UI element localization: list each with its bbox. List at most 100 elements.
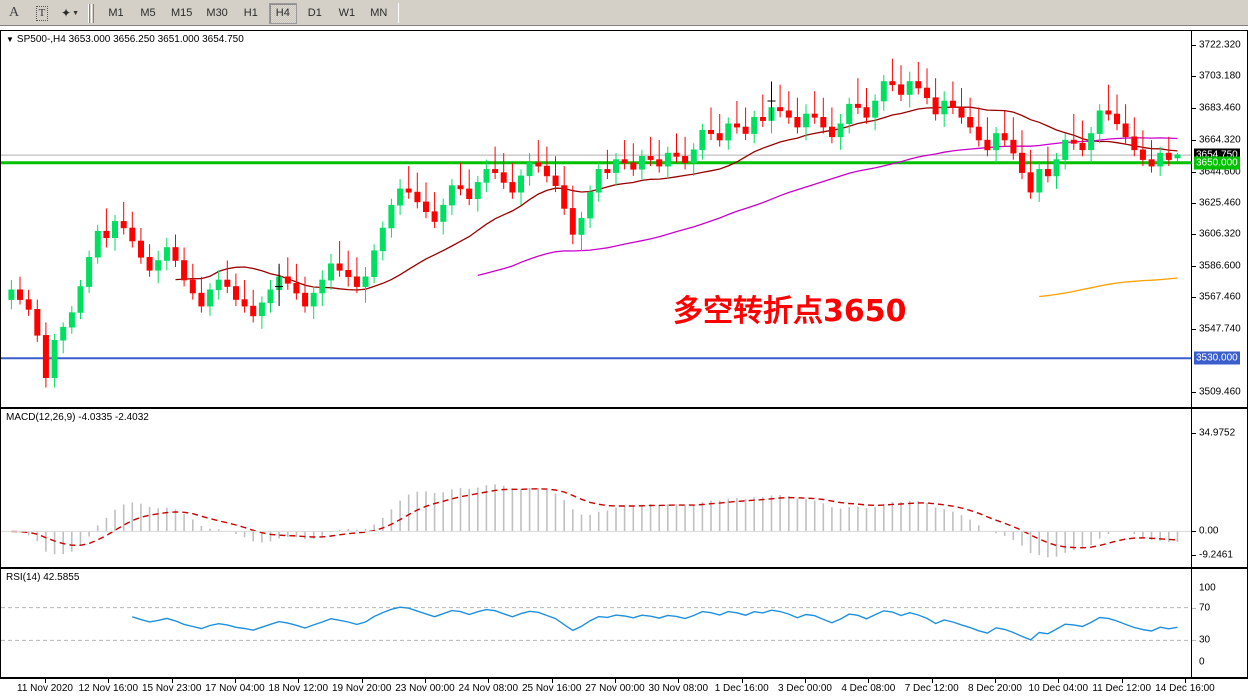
time-axis-tick bbox=[995, 679, 996, 683]
page-title: SP500-,H4 3653.000 3656.250 3651.000 365… bbox=[16, 34, 244, 45]
rsi-plot-area[interactable] bbox=[1, 569, 1191, 677]
time-axis-tick bbox=[615, 679, 616, 683]
time-axis-label: 23 Nov 00:00 bbox=[395, 683, 455, 694]
rsi-axis-label: 100 bbox=[1199, 582, 1216, 594]
template-icon[interactable]: ✦ ▼ bbox=[57, 2, 83, 25]
time-axis-label: 14 Dec 16:00 bbox=[1155, 683, 1215, 694]
time-axis-label: 18 Nov 12:00 bbox=[268, 683, 329, 694]
price-axis-label: 3664.320 bbox=[1199, 134, 1241, 145]
price-axis-tick bbox=[1192, 266, 1196, 267]
price-axis-tick bbox=[1192, 76, 1196, 78]
macd-axis-tick bbox=[1192, 531, 1196, 533]
price-axis-label: 3683.460 bbox=[1199, 102, 1241, 114]
time-axis-label: 17 Nov 04:00 bbox=[205, 683, 265, 694]
toolbar-drag-handle[interactable] bbox=[88, 3, 95, 23]
rsi-axis-label: 0 bbox=[1199, 656, 1205, 668]
timeframe-w1[interactable]: W1 bbox=[338, 7, 356, 19]
price-axis-label: 3509.460 bbox=[1199, 386, 1241, 398]
time-axis-label: 1 Dec 16:00 bbox=[714, 683, 769, 694]
rsi-title: RSI(14) 42.5855 bbox=[6, 572, 80, 583]
price-axis-tick bbox=[1192, 297, 1196, 299]
time-axis-tick bbox=[45, 679, 46, 683]
time-axis-label: 24 Nov 08:00 bbox=[458, 683, 519, 694]
price-axis-tick bbox=[1192, 139, 1196, 141]
blue-level-tag: 3530.000 bbox=[1194, 351, 1240, 365]
macd-plot-area[interactable] bbox=[1, 409, 1191, 567]
macd-panel[interactable]: MACD(12,26,9) -4.0335 -2.4032 34.9752 0.0… bbox=[0, 408, 1248, 568]
time-axis-label: 10 Dec 04:00 bbox=[1028, 683, 1089, 694]
rsi-panel[interactable]: RSI(14) 42.5855 100 70 30 0 bbox=[0, 568, 1248, 678]
time-axis-label: 30 Nov 08:00 bbox=[648, 683, 709, 694]
timeframe-d1[interactable]: D1 bbox=[307, 7, 322, 19]
template-glyph: ✦ bbox=[61, 6, 72, 20]
price-axis-label: 3606.320 bbox=[1199, 228, 1241, 240]
price-axis-tick bbox=[1192, 45, 1196, 47]
time-axis-tick bbox=[805, 679, 806, 683]
time-axis-tick bbox=[1121, 679, 1123, 683]
timeframe-m1[interactable]: M1 bbox=[108, 7, 124, 19]
price-axis[interactable]: 3722.320 3703.180 3683.460 3664.320 3644.600… bbox=[1191, 31, 1247, 407]
time-axis-tick bbox=[551, 679, 553, 683]
rsi-axis-tick bbox=[1192, 607, 1196, 609]
price-axis-label: 3722.320 bbox=[1199, 39, 1241, 51]
price-axis-tick bbox=[1192, 202, 1196, 204]
time-axis-label: 27 Nov 00:00 bbox=[585, 683, 645, 694]
price-axis-label: 3703.180 bbox=[1199, 70, 1241, 82]
time-axis-label: 19 Nov 20:00 bbox=[331, 683, 392, 694]
macd-axis-label: -9.2461 bbox=[1199, 549, 1233, 561]
rsi-axis[interactable]: 100 70 30 0 bbox=[1191, 569, 1247, 677]
time-axis-tick bbox=[108, 679, 110, 683]
time-axis-label: 11 Dec 12:00 bbox=[1092, 683, 1152, 694]
price-axis-tick bbox=[1192, 233, 1196, 235]
chart-annotation-text: 多空转折点3650 bbox=[673, 294, 907, 329]
price-axis-label: 3547.740 bbox=[1199, 323, 1241, 335]
price-axis-label: 3586.600 bbox=[1199, 260, 1241, 272]
label-tool-glyph: T bbox=[35, 5, 49, 21]
timeframe-group: M1 M5 M15 M30 H1 H4 D1 W1 MN bbox=[100, 2, 395, 24]
time-axis-label: 15 Nov 23:00 bbox=[141, 683, 202, 694]
macd-title: MACD(12,26,9) -4.0335 -2.4032 bbox=[6, 412, 149, 423]
time-axis-tick bbox=[868, 679, 870, 683]
time-axis-tick bbox=[741, 679, 743, 683]
chevron-down-icon[interactable]: ▼ bbox=[72, 9, 79, 17]
text-tool-icon[interactable]: A bbox=[1, 2, 27, 25]
timeframe-h4[interactable]: H4 bbox=[268, 2, 297, 24]
time-axis-tick bbox=[298, 679, 300, 683]
macd-axis[interactable]: 34.9752 0.00 -9.2461 bbox=[1191, 409, 1247, 567]
collapse-chevron-icon[interactable]: ▼ bbox=[6, 35, 14, 44]
timeframe-m30[interactable]: M30 bbox=[206, 7, 228, 19]
timeframe-mn[interactable]: MN bbox=[370, 7, 388, 19]
green-level-tag: 3650.000 bbox=[1194, 156, 1240, 170]
price-axis-tick bbox=[1192, 329, 1196, 331]
time-axis-tick bbox=[171, 679, 173, 683]
label-tool-icon[interactable]: T bbox=[29, 2, 55, 25]
timeframe-m15[interactable]: M15 bbox=[171, 7, 193, 19]
timeframe-m5[interactable]: M5 bbox=[140, 7, 156, 19]
time-axis-tick bbox=[678, 679, 680, 683]
time-axis-label: 4 Dec 08:00 bbox=[841, 683, 896, 694]
time-axis-tick bbox=[361, 679, 363, 683]
time-axis-tick bbox=[1058, 679, 1060, 683]
price-chart-panel[interactable]: ▼ SP500-,H4 3653.000 3656.250 3651.000 36… bbox=[0, 30, 1248, 408]
time-axis-label: 11 Nov 2020 bbox=[17, 683, 73, 694]
toolbar-separator bbox=[397, 3, 399, 23]
time-axis-tick bbox=[1185, 679, 1186, 683]
timeframe-h1[interactable]: H1 bbox=[243, 7, 258, 19]
time-axis-label: 7 Dec 12:00 bbox=[904, 683, 959, 694]
price-axis-tick bbox=[1192, 391, 1196, 393]
price-axis-label: 3625.460 bbox=[1199, 197, 1241, 209]
price-axis-tick bbox=[1192, 108, 1196, 110]
price-plot-area[interactable] bbox=[1, 31, 1191, 407]
rsi-axis-tick bbox=[1192, 640, 1196, 642]
toolbar: A T ✦ ▼ M1 M5 M15 M30 H1 H4 D1 W1 MN bbox=[0, 0, 1248, 27]
time-axis-tick bbox=[931, 679, 933, 683]
price-axis-tick bbox=[1192, 171, 1196, 173]
time-axis-label: 8 Dec 20:00 bbox=[968, 683, 1022, 694]
rsi-axis-label: 70 bbox=[1199, 602, 1211, 614]
macd-axis-label: 0.00 bbox=[1199, 525, 1219, 537]
text-tool-glyph: A bbox=[8, 5, 20, 20]
time-axis[interactable]: 11 Nov 2020 12 Nov 16:00 15 Nov 23:00 17 No… bbox=[0, 678, 1248, 699]
symbol-title-bar: ▼ SP500-,H4 3653.000 3656.250 3651.000 36… bbox=[6, 34, 244, 45]
time-axis-tick bbox=[425, 679, 426, 683]
